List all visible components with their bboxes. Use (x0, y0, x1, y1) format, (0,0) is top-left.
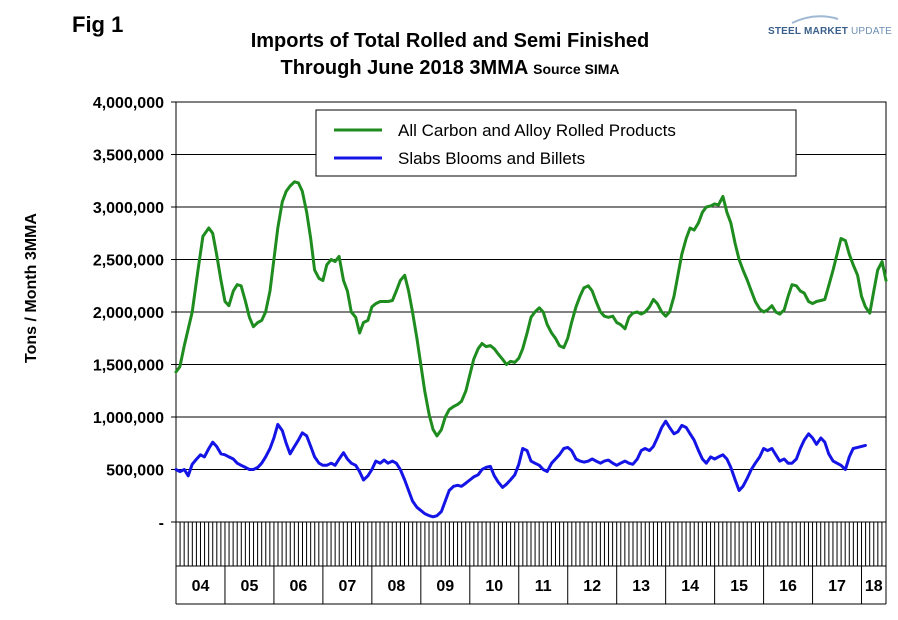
y-tick-label: - (159, 515, 164, 532)
x-tick-label: 14 (681, 578, 699, 595)
y-tick-label: 3,000,000 (93, 200, 164, 217)
y-tick-label: 1,000,000 (93, 410, 164, 427)
x-tick-label: 12 (583, 578, 601, 595)
x-tick-label: 13 (632, 578, 650, 595)
brand-logo: STEEL MARKET UPDATE (768, 26, 892, 37)
y-tick-label: 1,500,000 (93, 358, 164, 375)
x-tick-label: 11 (535, 578, 552, 595)
figure-label: Fig 1 (72, 12, 124, 37)
y-tick-label: 2,000,000 (93, 305, 164, 322)
x-tick-label: 18 (865, 578, 883, 595)
brand-swoosh-icon (791, 15, 839, 24)
x-tick-label: 05 (241, 578, 259, 595)
x-tick-label: 17 (828, 578, 846, 595)
x-tick-label: 04 (192, 578, 210, 595)
y-tick-label: 3,500,000 (93, 148, 164, 165)
x-tick-label: 15 (730, 578, 748, 595)
x-tick-label: 09 (436, 578, 454, 595)
x-tick-label: 06 (290, 578, 308, 595)
legend-label: Slabs Blooms and Billets (398, 149, 585, 168)
brand-update: UPDATE (850, 26, 893, 37)
y-tick-label: 2,500,000 (93, 253, 164, 270)
x-tick-label: 16 (779, 578, 797, 595)
y-tick-label: 4,000,000 (93, 95, 164, 112)
legend-box (315, 109, 797, 177)
series-line-slabs-blooms-billets (174, 419, 867, 519)
chart-title: Imports of Total Rolled and Semi Finishe… (150, 28, 750, 83)
series-line-rolled-products (174, 180, 888, 438)
source-note: Source SIMA (533, 61, 620, 77)
title-line-1: Imports of Total Rolled and Semi Finishe… (250, 30, 650, 52)
title-line-2: Through June 2018 3MMA Source SIMA (150, 55, 750, 83)
brand-name: STEEL MARKET (768, 26, 848, 37)
x-tick-label: 08 (387, 578, 405, 595)
legend-label: All Carbon and Alloy Rolled Products (398, 121, 676, 140)
y-tick-label: 500,000 (106, 463, 164, 480)
x-tick-label: 07 (338, 578, 356, 595)
x-tick-label: 10 (485, 578, 503, 595)
title-line-2-text: Through June 2018 3MMA (280, 57, 528, 79)
